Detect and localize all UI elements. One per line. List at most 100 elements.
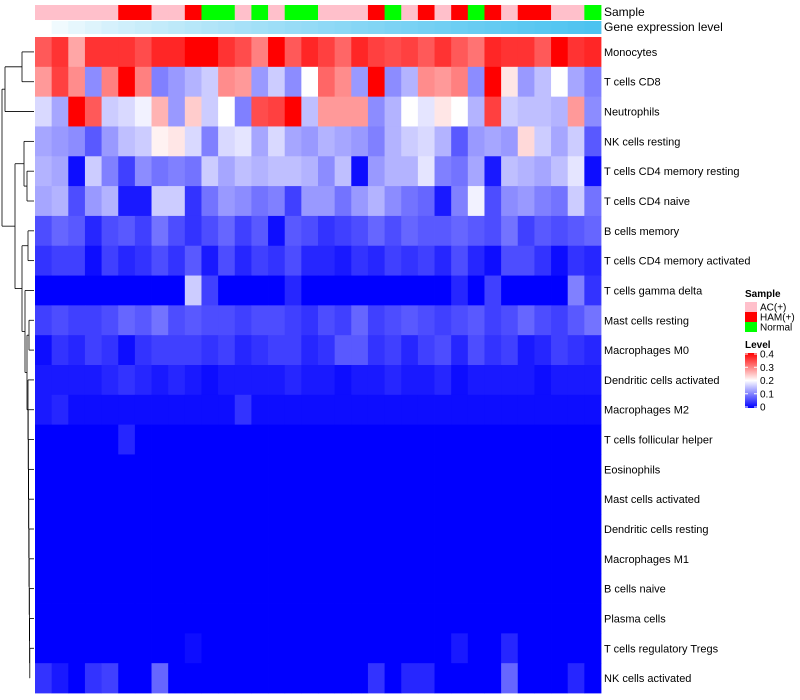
heatmap-cell (168, 156, 186, 187)
sample-annotation-cell (401, 5, 419, 20)
heatmap-cell (84, 663, 102, 694)
heatmap-cell (517, 126, 535, 157)
gene-expression-cell (218, 21, 236, 34)
heatmap-cell (68, 365, 86, 396)
heatmap-cell (401, 275, 419, 306)
heatmap-cell (384, 603, 402, 634)
gene-expression-cell (384, 21, 402, 34)
sample-annotation-cell (484, 5, 502, 20)
heatmap-cell (218, 365, 236, 396)
heatmap-cell (451, 394, 469, 426)
gene-expression-cell (551, 21, 569, 34)
heatmap-cell (68, 663, 86, 694)
sample-annotation-cell (234, 5, 252, 20)
heatmap-cell (484, 454, 502, 485)
heatmap-cell (451, 573, 469, 604)
heatmap-cell (434, 37, 452, 68)
row-label: Mast cells resting (604, 315, 689, 327)
heatmap-cell (534, 37, 552, 68)
heatmap-cell (351, 66, 369, 98)
heatmap-cell (184, 215, 202, 247)
heatmap-cell (84, 543, 102, 575)
heatmap-cell (201, 514, 219, 545)
row-label: Mast cells activated (604, 494, 700, 506)
heatmap-cell (517, 663, 535, 694)
heatmap-cell (367, 424, 385, 455)
heatmap-cell (251, 663, 269, 694)
heatmap-cell (467, 215, 485, 247)
heatmap-cell (101, 215, 119, 247)
heatmap-cell (334, 156, 352, 187)
heatmap-cell (584, 603, 602, 634)
heatmap-cell (484, 484, 502, 515)
heatmap-cell (151, 394, 169, 426)
heatmap-cell (68, 573, 86, 604)
heatmap-cell (284, 156, 302, 187)
heatmap-cell (551, 37, 569, 68)
heatmap-cell (484, 514, 502, 545)
heatmap-cell (517, 543, 535, 575)
heatmap-cell (501, 156, 519, 187)
gene-expression-cell (417, 21, 435, 34)
heatmap-cell (334, 663, 352, 694)
heatmap-cell (168, 335, 186, 366)
heatmap-cell (251, 484, 269, 515)
heatmap-cell (84, 186, 102, 217)
heatmap-cell (218, 96, 236, 127)
heatmap-cell (184, 633, 202, 664)
heatmap-cell (567, 603, 585, 634)
sample-annotation-cell (467, 5, 485, 20)
heatmap-cell (434, 573, 452, 604)
sample-annotation-cell (51, 5, 69, 20)
row-label: B cells naive (604, 584, 666, 596)
heatmap-cell (184, 335, 202, 366)
heatmap-cell (384, 126, 402, 157)
heatmap-cell (567, 335, 585, 366)
heatmap-cell (218, 424, 236, 455)
heatmap-cell (284, 66, 302, 98)
heatmap-cell (284, 454, 302, 485)
heatmap-cell (134, 215, 152, 247)
heatmap-cell (351, 633, 369, 664)
heatmap-cell (101, 454, 119, 485)
sample-annotation-cell (168, 5, 186, 20)
heatmap-cell (218, 335, 236, 366)
heatmap-cell (334, 275, 352, 306)
heatmap-cell (417, 365, 435, 396)
heatmap-cell (501, 603, 519, 634)
heatmap-cell (84, 96, 102, 127)
gene-expression-cell (451, 21, 469, 34)
heatmap-cell (268, 454, 286, 485)
sample-annotation-cell (417, 5, 435, 20)
heatmap-cell (384, 543, 402, 575)
heatmap-cell (301, 424, 319, 455)
heatmap-cell (51, 126, 69, 157)
heatmap-cell (351, 394, 369, 426)
heatmap-cell (534, 514, 552, 545)
heatmap-cell (318, 365, 336, 396)
heatmap-cell (268, 573, 286, 604)
heatmap-cell (334, 37, 352, 68)
heatmap-cell (501, 633, 519, 664)
heatmap-cell (417, 245, 435, 276)
heatmap-cell (101, 245, 119, 276)
heatmap-cell (84, 394, 102, 426)
heatmap-cell (584, 126, 602, 157)
heatmap-cell (134, 514, 152, 545)
heatmap-cell (401, 424, 419, 455)
sample-annotation-cell (134, 5, 152, 20)
heatmap-cell (251, 543, 269, 575)
heatmap-cell (551, 156, 569, 187)
heatmap-cell (68, 633, 86, 664)
heatmap-cell (567, 573, 585, 604)
heatmap-cell (251, 424, 269, 455)
gene-expression-cell (367, 21, 385, 34)
heatmap-cell (401, 156, 419, 187)
heatmap-cell (51, 514, 69, 545)
heatmap-cell (318, 454, 336, 485)
heatmap-cell (35, 96, 53, 127)
heatmap-cell (134, 37, 152, 68)
heatmap-cell (68, 454, 86, 485)
heatmap-cell (35, 573, 53, 604)
heatmap-cell (567, 186, 585, 217)
